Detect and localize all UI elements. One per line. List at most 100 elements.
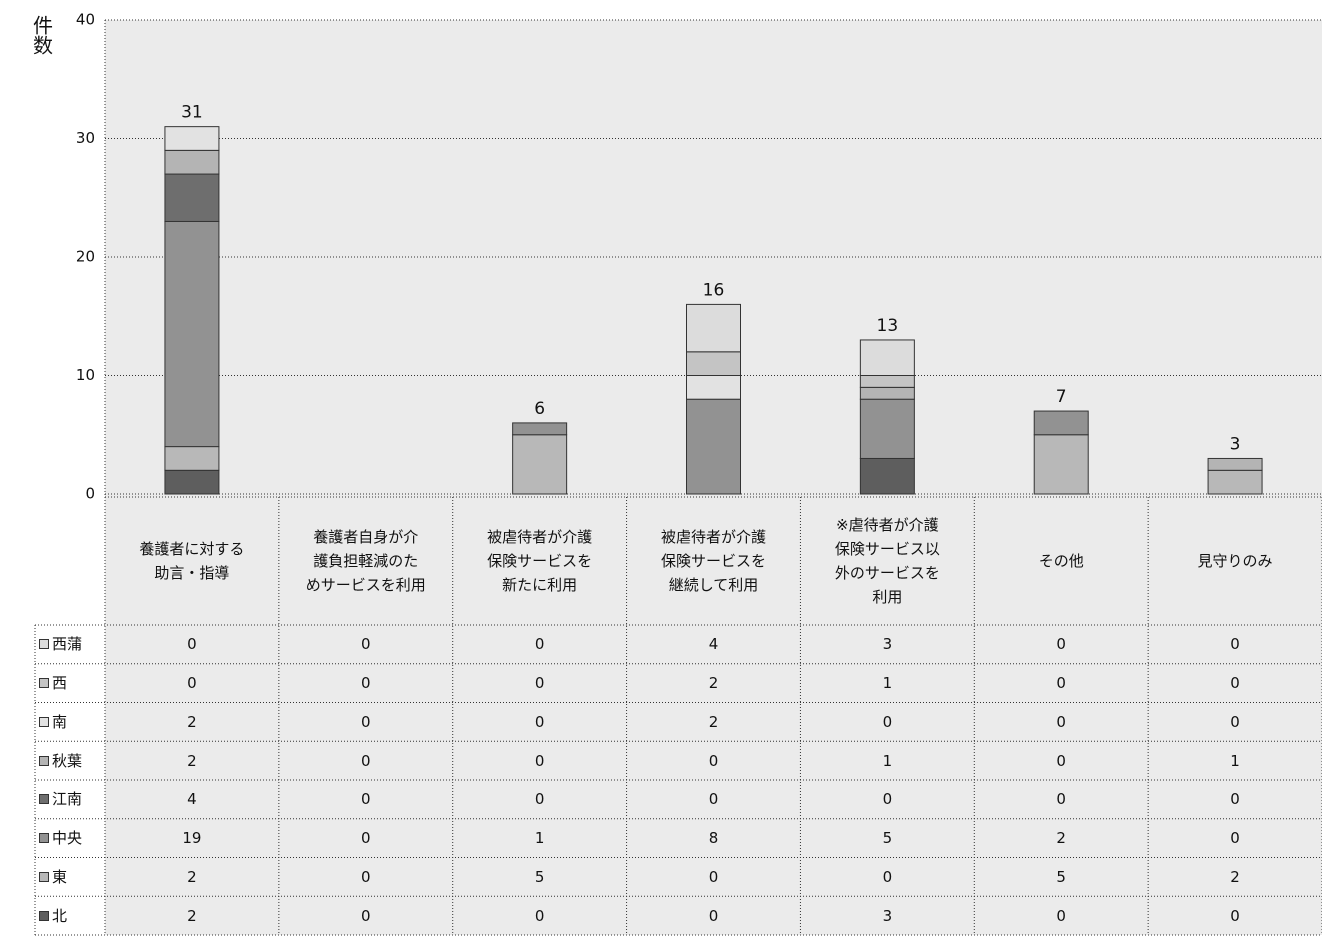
table-value: 0 bbox=[534, 906, 545, 925]
category-header: 養護者に対する 助言・指導 bbox=[139, 540, 245, 582]
bar-segment bbox=[1207, 457, 1263, 471]
bar-segment bbox=[1033, 410, 1089, 436]
y-tick-label: 10 bbox=[76, 366, 95, 384]
legend-swatch bbox=[39, 755, 49, 766]
table-value: 0 bbox=[360, 829, 371, 848]
bar-segment bbox=[859, 375, 915, 388]
legend-label: 江南 bbox=[52, 790, 83, 809]
bar-segment bbox=[686, 398, 741, 495]
table-value: 5 bbox=[882, 829, 893, 848]
table-value: 2 bbox=[708, 674, 719, 693]
table-value: 0 bbox=[360, 867, 371, 886]
table-value: 0 bbox=[360, 712, 371, 731]
row-label: 秋葉 bbox=[35, 741, 105, 780]
category-header: 養護者自身が介 護負担軽減のた めサービスを利用 bbox=[305, 528, 426, 594]
bar-segment bbox=[1207, 469, 1263, 495]
legend-label: 南 bbox=[52, 712, 68, 731]
bar-segment bbox=[512, 422, 568, 436]
table-value: 0 bbox=[708, 790, 719, 809]
bar-segment bbox=[686, 351, 741, 376]
total-label: 6 bbox=[534, 399, 545, 419]
table-value: 5 bbox=[534, 867, 545, 886]
table-value: 0 bbox=[534, 635, 545, 654]
table-value: 0 bbox=[1230, 829, 1240, 848]
total-label: 31 bbox=[181, 103, 203, 123]
row-label: 中央 bbox=[35, 819, 105, 858]
table-value: 1 bbox=[882, 751, 893, 770]
legend-swatch bbox=[39, 910, 49, 921]
table-value: 0 bbox=[1056, 790, 1066, 809]
table-value: 19 bbox=[182, 829, 202, 848]
table-value: 0 bbox=[1230, 712, 1240, 731]
bar-segment bbox=[164, 149, 220, 175]
table-value: 0 bbox=[1230, 674, 1240, 693]
table-value: 2 bbox=[187, 906, 197, 925]
total-label: 7 bbox=[1056, 387, 1067, 407]
bar-segment bbox=[164, 173, 220, 222]
table-value: 2 bbox=[1230, 867, 1240, 886]
table-value: 3 bbox=[882, 906, 893, 925]
category-header: 見守りのみ bbox=[1197, 552, 1273, 570]
legend-swatch bbox=[39, 639, 49, 650]
y-axis-label: 件数 bbox=[30, 15, 54, 55]
table-value: 0 bbox=[534, 674, 545, 693]
row-label: 南 bbox=[35, 703, 105, 742]
y-tick-label: 40 bbox=[76, 11, 95, 29]
table-value: 0 bbox=[360, 790, 371, 809]
legend-label: 秋葉 bbox=[52, 751, 83, 770]
y-tick-label: 0 bbox=[85, 485, 95, 503]
table-value: 0 bbox=[187, 635, 197, 654]
table-value: 0 bbox=[360, 674, 371, 693]
table-value: 0 bbox=[1230, 790, 1240, 809]
bar-segment bbox=[859, 457, 915, 495]
table-value: 0 bbox=[1056, 906, 1066, 925]
table-value: 2 bbox=[708, 712, 719, 731]
bar-segment bbox=[859, 398, 915, 459]
table-value: 1 bbox=[1230, 751, 1240, 770]
table-value: 2 bbox=[187, 751, 197, 770]
bar-segment bbox=[686, 303, 741, 353]
table-value: 0 bbox=[534, 790, 545, 809]
total-label: 13 bbox=[877, 316, 899, 336]
bar-segment bbox=[686, 375, 741, 400]
y-tick-label: 30 bbox=[76, 129, 95, 147]
bar-segment bbox=[164, 126, 220, 151]
bar-segment bbox=[1033, 434, 1089, 495]
table-value: 5 bbox=[1056, 867, 1066, 886]
table-value: 0 bbox=[882, 712, 893, 731]
table-value: 2 bbox=[187, 712, 197, 731]
table-value: 8 bbox=[708, 829, 719, 848]
legend-label: 西 bbox=[52, 674, 68, 693]
bar-segment bbox=[512, 434, 568, 495]
table-value: 3 bbox=[882, 635, 893, 654]
table-value: 0 bbox=[708, 906, 719, 925]
category-header: 被虐待者が介護 保険サービスを 継続して利用 bbox=[660, 528, 766, 594]
table-value: 0 bbox=[360, 751, 371, 770]
legend-swatch bbox=[39, 794, 49, 805]
bar-segment bbox=[164, 469, 220, 495]
table-value: 0 bbox=[187, 674, 197, 693]
bar-segment bbox=[859, 339, 915, 377]
bar-segment bbox=[164, 446, 220, 471]
category-header: 被虐待者が介護 保険サービスを 新たに利用 bbox=[487, 528, 593, 594]
table-value: 0 bbox=[1056, 674, 1066, 693]
table-value: 1 bbox=[882, 674, 893, 693]
table-value: 4 bbox=[708, 635, 719, 654]
row-label: 西蒲 bbox=[35, 625, 105, 664]
legend-label: 北 bbox=[52, 906, 68, 925]
row-label: 江南 bbox=[35, 780, 105, 819]
table-value: 0 bbox=[708, 867, 719, 886]
category-header: その他 bbox=[1038, 552, 1084, 570]
table-value: 2 bbox=[187, 867, 197, 886]
table-value: 0 bbox=[1056, 635, 1066, 654]
table-value: 0 bbox=[1230, 635, 1240, 654]
table-value: 0 bbox=[882, 790, 893, 809]
total-label: 16 bbox=[703, 280, 725, 300]
table-value: 0 bbox=[1056, 751, 1066, 770]
table-value: 0 bbox=[882, 867, 893, 886]
bar-segment bbox=[859, 386, 915, 400]
legend-swatch bbox=[39, 833, 49, 844]
table-value: 0 bbox=[360, 635, 371, 654]
